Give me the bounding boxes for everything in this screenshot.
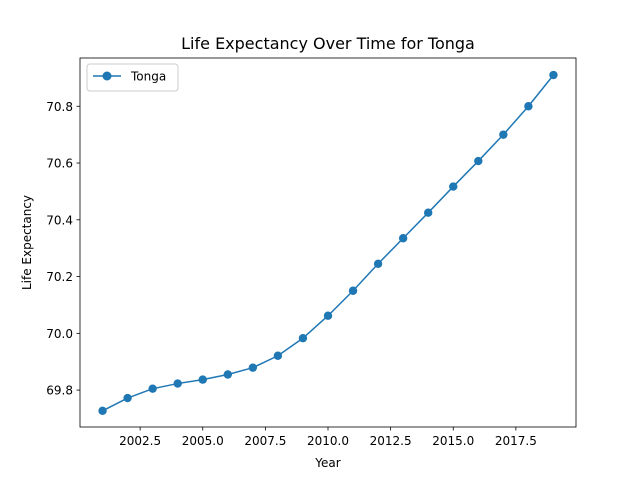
x-tick-label: 2005.0 — [182, 434, 224, 448]
data-point — [524, 102, 533, 111]
y-tick-label: 70.6 — [46, 157, 73, 171]
data-point — [148, 384, 157, 393]
data-point — [424, 208, 433, 217]
data-point — [298, 333, 308, 343]
chart-title: Life Expectancy Over Time for Tonga — [181, 34, 475, 53]
y-tick-label: 70.0 — [46, 327, 73, 341]
data-point — [123, 393, 132, 403]
data-point — [449, 182, 458, 191]
data-point — [98, 406, 107, 416]
x-tick-label: 2010.0 — [307, 434, 349, 448]
data-point — [474, 156, 483, 166]
data-point — [348, 286, 358, 295]
data-point — [223, 370, 232, 379]
y-tick-label: 69.8 — [46, 384, 73, 398]
y-tick-label: 70.4 — [46, 213, 73, 227]
data-point — [273, 351, 283, 360]
legend-marker-swatch — [102, 71, 112, 81]
x-tick-label: 2002.5 — [119, 434, 161, 448]
legend-label-tonga: Tonga — [130, 70, 166, 84]
data-point — [248, 363, 258, 372]
legend: Tonga — [86, 63, 179, 92]
plot-area — [80, 58, 576, 427]
y-tick-label: 70.8 — [46, 100, 73, 114]
series-layer — [98, 70, 558, 416]
data-point — [173, 379, 182, 388]
plot-frame — [79, 57, 577, 428]
x-axis-ticks: 2002.5 2005.0 2007.5 2010.0 2012.5 2015.0 2017… — [119, 427, 537, 448]
x-tick-label: 2017.5 — [495, 434, 537, 448]
x-tick-label: 2007.5 — [244, 434, 286, 448]
y-axis-label: Life Expectancy — [20, 195, 34, 290]
data-point — [198, 375, 207, 384]
data-point — [398, 234, 408, 243]
y-axis-ticks: 69.8 70.0 70.2 70.4 70.6 70.8 — [46, 100, 80, 398]
x-tick-label: 2015.0 — [432, 434, 474, 448]
data-point — [323, 311, 333, 320]
data-point — [373, 259, 383, 268]
y-tick-label: 70.2 — [46, 270, 73, 284]
data-point — [499, 130, 508, 139]
legend-box — [86, 63, 179, 92]
data-point — [549, 70, 558, 80]
x-tick-label: 2012.5 — [370, 434, 412, 448]
x-axis-label: Year — [314, 456, 340, 470]
